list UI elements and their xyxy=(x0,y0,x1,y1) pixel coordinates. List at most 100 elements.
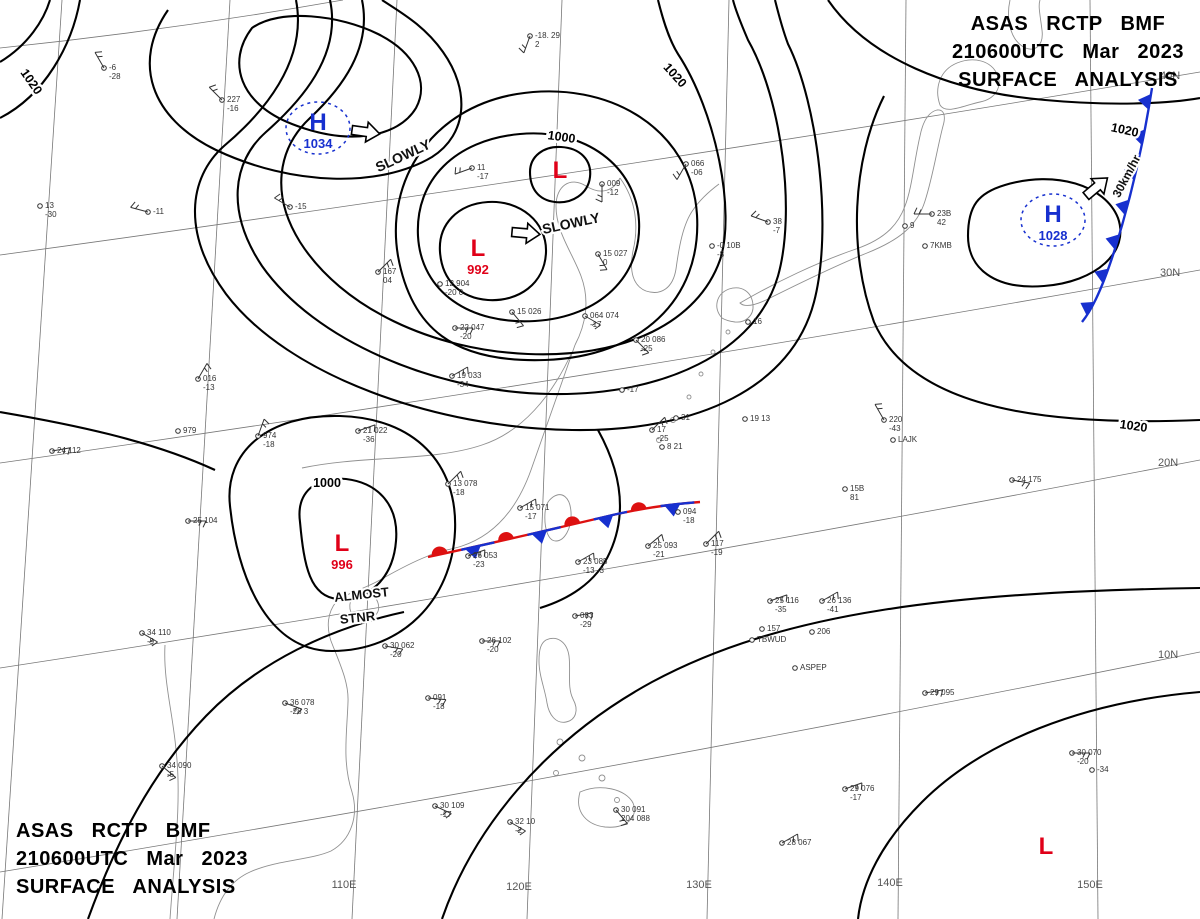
coastline-island xyxy=(710,349,716,355)
wind-barb-tick xyxy=(718,531,722,539)
station-value: 34 090 xyxy=(167,761,192,770)
graticule-meridian xyxy=(1,0,63,919)
station-value: 157 xyxy=(767,624,781,633)
wind-barb-tick xyxy=(518,47,525,54)
station-value: 009 xyxy=(607,179,621,188)
station-value: 34 110 xyxy=(147,628,171,637)
wind-barb-icon xyxy=(377,258,392,273)
station-plot: -11 xyxy=(130,201,165,216)
wind-barb-icon xyxy=(467,549,486,557)
station-value: TBWUD xyxy=(757,635,787,644)
wind-barb-tick xyxy=(442,811,448,816)
station-plot: 25 093-21 xyxy=(645,534,678,559)
wind-barb-tick xyxy=(169,777,177,781)
latitude-label: 40N xyxy=(1160,70,1180,82)
station-plot: TBWUD xyxy=(749,635,787,644)
station-plot: 23 085-13 -3 xyxy=(575,552,608,575)
wind-barb-icon xyxy=(519,498,536,509)
pressure-center-dotted-circle xyxy=(1020,193,1086,247)
wind-barb-tick xyxy=(535,498,537,507)
pressure-center-letter: L xyxy=(553,157,568,184)
station-value: 04 xyxy=(383,276,392,285)
station-plot: 26 102-20 xyxy=(479,636,512,654)
wind-barb-tick xyxy=(483,549,486,557)
wind-barb-tick xyxy=(198,520,202,526)
station-plot: 15 026 xyxy=(509,307,542,329)
wind-barb-tick xyxy=(664,417,668,425)
title-line-2: 210600UTC Mar 2023 xyxy=(16,848,249,870)
wind-barb-tick xyxy=(1021,481,1026,487)
station-value: 15 026 xyxy=(517,307,542,316)
wind-barb-icon xyxy=(274,197,291,208)
wind-barb-icon xyxy=(574,612,593,617)
station-circle-icon xyxy=(749,637,755,643)
station-value: 31 xyxy=(681,413,690,422)
wind-barb-icon xyxy=(1011,479,1030,484)
wind-barb-icon xyxy=(676,163,687,180)
wind-barb-tick xyxy=(755,213,760,218)
station-value: 117 xyxy=(711,539,724,548)
wind-barb-tick xyxy=(516,325,524,329)
station-plot: 016-13 xyxy=(195,363,217,392)
station-value: 11 xyxy=(477,163,486,172)
station-value: 979 xyxy=(183,426,197,435)
station-value: -43 xyxy=(889,424,901,433)
station-plot: -6-28 xyxy=(94,51,121,81)
station-value: 206 xyxy=(817,627,831,636)
station-value: 30 062 xyxy=(390,641,415,650)
station-plot: 13-30 xyxy=(37,201,57,219)
wind-barb-tick xyxy=(785,594,788,602)
graticule-meridian xyxy=(706,0,730,919)
wind-barb-tick xyxy=(94,51,103,53)
wind-barb-icon xyxy=(874,404,885,421)
wind-barb-tick xyxy=(296,708,303,715)
movement-annotation: ALMOST xyxy=(333,584,389,605)
station-plot: ASPEP xyxy=(792,663,827,672)
station-value: 220 xyxy=(889,415,903,424)
wind-barb-icon xyxy=(130,206,149,213)
station-value: 7KMB xyxy=(930,241,952,250)
station-plot: 25 116-35 xyxy=(767,594,799,614)
station-value: -7 xyxy=(773,226,781,235)
station-circle-icon xyxy=(759,626,765,632)
title-line-1: ASAS RCTP BMF xyxy=(16,820,211,842)
station-circle-icon xyxy=(1089,767,1095,773)
graticule-meridian xyxy=(526,0,563,919)
pressure-center-dotted-circle xyxy=(285,101,351,155)
station-plot: 38-7 xyxy=(750,210,782,235)
station-value: 17 xyxy=(657,425,666,434)
isobar-label: 1020 xyxy=(1110,120,1140,139)
wind-barb-icon xyxy=(584,315,601,326)
wind-barb-tick xyxy=(585,613,589,619)
coastline-island xyxy=(598,774,606,782)
cold-front-pip xyxy=(531,530,547,544)
station-value: -0 10B xyxy=(717,241,741,250)
isobar xyxy=(298,477,398,601)
station-plot: 29 095 xyxy=(922,688,955,697)
station-value: 8 21 xyxy=(667,442,683,451)
cold-front-pip xyxy=(465,545,481,559)
movement-arrow-icon xyxy=(510,221,542,245)
wind-barb-tick xyxy=(202,520,207,528)
graticule-meridian xyxy=(176,0,231,919)
station-value: 16 xyxy=(753,317,762,326)
station-plot: 009-12 xyxy=(595,179,621,203)
station-circle-icon xyxy=(742,416,748,422)
station-circle-icon xyxy=(809,629,815,635)
isobar xyxy=(0,0,52,63)
station-plot: 064 074-17 xyxy=(582,311,619,330)
station-value: 15 027 xyxy=(603,249,628,258)
station-value: 23B xyxy=(937,209,951,218)
station-value: -19 xyxy=(711,548,723,557)
coastline xyxy=(213,344,576,919)
station-value: 26 136 xyxy=(827,596,852,605)
wind-barb-icon xyxy=(447,470,462,485)
coastline xyxy=(619,177,720,293)
station-plot: 117-19 xyxy=(703,530,724,557)
wind-barb-tick xyxy=(515,321,521,324)
station-plot: 083-29 xyxy=(572,611,594,629)
latitude-label: 10N xyxy=(1158,649,1178,661)
station-value: -28 xyxy=(109,72,121,81)
isobar xyxy=(528,145,592,204)
